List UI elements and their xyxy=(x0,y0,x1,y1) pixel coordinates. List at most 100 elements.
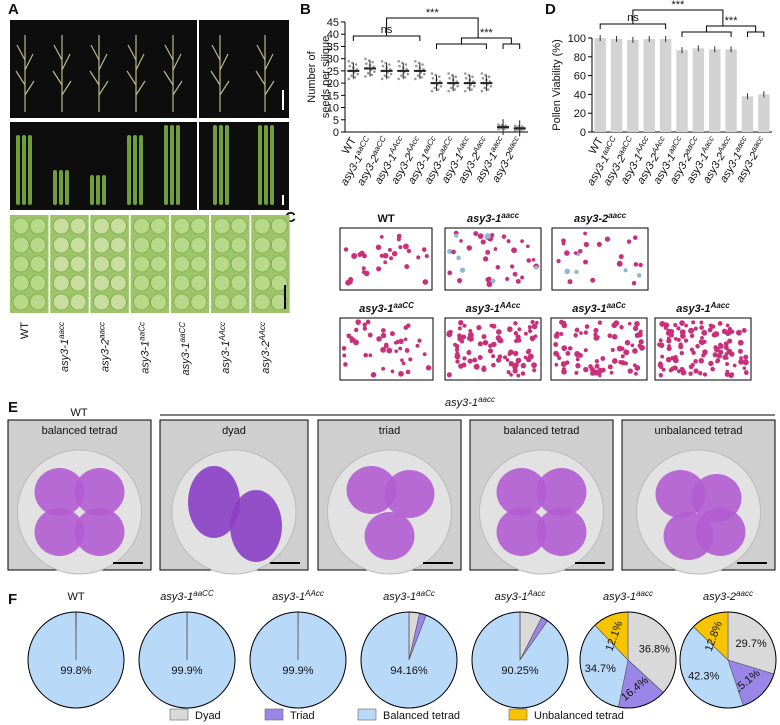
pollen xyxy=(446,331,453,338)
pollen xyxy=(724,330,731,336)
seed-point xyxy=(463,89,467,93)
seed xyxy=(253,255,271,273)
pollen xyxy=(676,337,681,342)
nucleus-blob xyxy=(74,508,125,556)
seed-point xyxy=(366,71,370,75)
label-base: asy3-2 xyxy=(99,339,111,372)
pollen xyxy=(416,255,421,260)
pollen xyxy=(702,372,708,377)
pollen xyxy=(632,325,639,331)
pollen xyxy=(584,324,590,329)
pollen xyxy=(565,360,570,365)
legend-label: Balanced tetrad xyxy=(383,710,460,722)
pollen xyxy=(624,339,631,346)
label-superscript: Aacc xyxy=(698,134,715,155)
label-base: asy3-1 xyxy=(572,303,606,315)
significance: *** xyxy=(426,7,440,19)
y-axis-label: Number of xyxy=(306,50,318,102)
pollen xyxy=(491,341,497,348)
seed-point xyxy=(480,89,484,93)
seed-point xyxy=(481,77,485,80)
pollen xyxy=(398,371,404,377)
pollen xyxy=(383,343,389,349)
pollen xyxy=(497,335,502,340)
seed xyxy=(230,274,248,292)
photo-plants xyxy=(199,20,289,118)
pollen xyxy=(666,345,672,352)
panel-label: E xyxy=(8,399,18,416)
pollen xyxy=(343,247,349,252)
silique xyxy=(164,125,168,205)
pollen xyxy=(513,321,518,326)
seed xyxy=(213,217,231,235)
plant xyxy=(52,35,72,112)
seed-point xyxy=(430,72,434,75)
pollen xyxy=(447,248,453,254)
silique xyxy=(264,125,268,205)
pollen xyxy=(574,327,580,333)
seed xyxy=(253,274,271,292)
bar xyxy=(709,49,721,132)
pollen xyxy=(666,338,672,344)
pollen xyxy=(743,370,749,375)
seed-point xyxy=(480,72,484,75)
pollen xyxy=(346,333,352,339)
pie-value-label: 36.8% xyxy=(639,643,670,655)
pollen xyxy=(513,331,519,336)
pollen xyxy=(607,333,613,339)
bar xyxy=(676,50,688,132)
bar xyxy=(594,38,606,132)
pollen xyxy=(707,327,713,333)
pollen xyxy=(708,361,713,366)
image-label: triad xyxy=(379,425,400,437)
seed xyxy=(253,236,271,254)
seed-point xyxy=(380,59,384,63)
pie-outline xyxy=(360,611,458,709)
nucleus-blob xyxy=(74,468,125,516)
pollen xyxy=(699,320,704,325)
y-tick-label: 40 xyxy=(327,29,339,41)
y-axis-label: Pollen Viability (%) xyxy=(551,39,563,131)
photo-label: asy3-1aaCc xyxy=(572,301,626,316)
plant xyxy=(15,35,35,112)
label-superscript: Aacc xyxy=(470,134,487,155)
seed-point xyxy=(404,63,408,66)
seed xyxy=(12,255,30,273)
seed-point xyxy=(397,59,401,63)
pollen xyxy=(627,321,632,326)
pollen xyxy=(583,366,589,373)
seed-point xyxy=(463,72,467,75)
pollen xyxy=(553,342,559,347)
pollen xyxy=(446,372,452,378)
y-tick-label: 45 xyxy=(327,17,339,29)
nucleus-blob xyxy=(384,470,435,518)
pollen xyxy=(556,258,561,264)
label-base: asy3-1 xyxy=(467,213,501,225)
pollen xyxy=(670,366,675,372)
pollen xyxy=(466,245,473,251)
image-label: balanced tetrad xyxy=(42,425,118,437)
pollen xyxy=(574,370,579,375)
pollen xyxy=(505,276,510,282)
pollen xyxy=(532,368,537,373)
pie-outline xyxy=(579,611,677,709)
pollen xyxy=(610,347,615,352)
pollen xyxy=(523,331,528,336)
pollen xyxy=(408,357,413,362)
pollen xyxy=(583,259,589,265)
pollen xyxy=(725,369,730,374)
seed-point xyxy=(370,73,374,77)
pollen xyxy=(737,339,744,346)
silique xyxy=(53,170,57,205)
pollen xyxy=(673,337,678,341)
pollen xyxy=(639,345,644,349)
significance: ns xyxy=(627,12,639,24)
pollen xyxy=(520,371,526,376)
pollen xyxy=(575,357,580,362)
pollen xyxy=(477,355,483,361)
seed-point xyxy=(387,63,391,66)
label-base: asy3-2 xyxy=(703,591,736,603)
label-superscript: aaCC xyxy=(616,134,634,156)
silique xyxy=(133,135,137,205)
photo-label: asy3-1aacc xyxy=(467,211,520,226)
